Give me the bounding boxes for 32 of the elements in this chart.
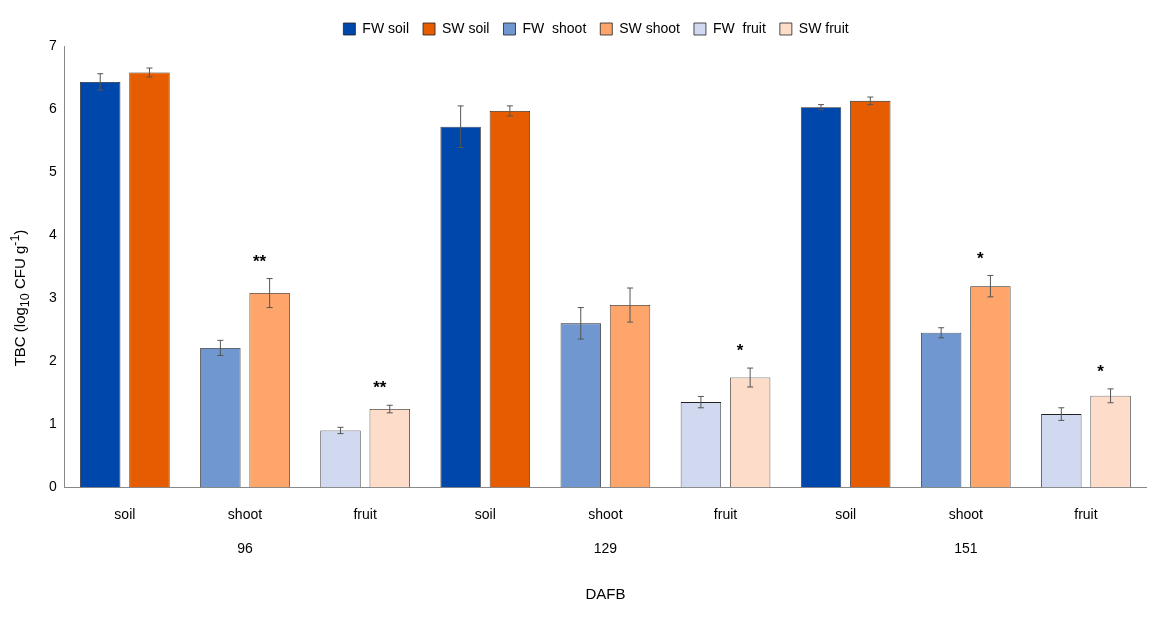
text: 151 [954,540,978,557]
y-tick-label: 7 [48,36,57,53]
data-label: ** [373,378,387,398]
y-tick-label: 3 [48,288,57,305]
x-tick-label: soil [474,506,496,523]
text: 129 [593,540,618,557]
legend-label: SW soil [442,19,490,36]
y-tick-label: 5 [48,162,57,179]
legend-label: FW shoot [522,19,587,36]
x-tick-label: soil [835,506,857,523]
y-tick-label: 4 [48,225,57,242]
y-tick-label: 1 [48,415,57,432]
text: 96 [237,540,253,557]
x-tick-label: fruit [1074,506,1098,523]
legend-label: SW fruit [798,19,849,36]
x-tick-label: shoot [948,506,984,523]
legend-label: FW soil [362,19,410,36]
legend-label: SW shoot [619,19,681,36]
data-label: ** [253,251,267,271]
x-tick-label: shoot [227,506,263,523]
y-tick-label: 6 [48,99,57,116]
data-label: * [736,341,744,361]
y-tick-label: 0 [48,478,57,495]
x-tick-label: fruit [713,506,738,523]
y-tick-label: 2 [48,352,57,368]
x-axis-title: DAFB [585,585,626,603]
x-tick-label: shoot [588,506,623,523]
data-label: * [977,248,985,268]
legend-label: FW fruit [712,19,766,36]
x-tick-label: fruit [353,506,377,523]
x-tick-label: soil [114,506,136,523]
data-label: * [1097,362,1105,382]
